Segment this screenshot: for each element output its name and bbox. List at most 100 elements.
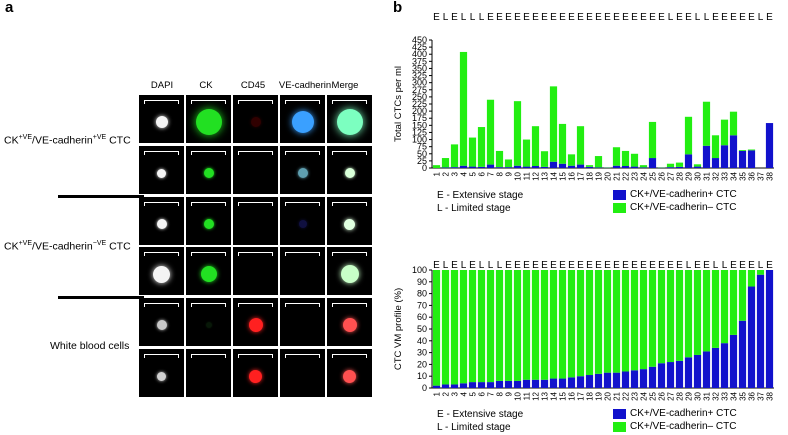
x-tick-label: 17 bbox=[577, 391, 586, 400]
bar-negative bbox=[432, 165, 441, 168]
x-tick-label: 33 bbox=[721, 391, 730, 400]
scale-bar bbox=[191, 252, 226, 256]
bar-positive bbox=[504, 380, 513, 388]
cell-stain bbox=[157, 371, 166, 381]
scale-bar bbox=[285, 303, 320, 307]
x-tick-label: 29 bbox=[685, 391, 694, 400]
micrograph-tile: 20 μm bbox=[233, 95, 278, 143]
x-tick-label: 27 bbox=[667, 171, 676, 180]
stage-letter: E bbox=[451, 260, 458, 271]
bar-negative bbox=[459, 51, 468, 166]
x-tick-label: 15 bbox=[559, 391, 568, 400]
bar-positive bbox=[576, 376, 585, 388]
bar-negative bbox=[522, 270, 531, 380]
bar-positive bbox=[513, 380, 522, 388]
stage-letter: E bbox=[451, 12, 458, 23]
x-tick-label: 18 bbox=[586, 391, 595, 400]
bar-positive bbox=[720, 343, 729, 388]
x-tick-label: 9 bbox=[505, 171, 514, 176]
x-tick-label: 27 bbox=[667, 391, 676, 400]
stage-letter: E bbox=[595, 260, 602, 271]
stage-letter: L bbox=[479, 12, 485, 23]
cell-stain bbox=[298, 220, 307, 228]
bar-negative bbox=[549, 86, 558, 162]
bar-negative bbox=[504, 270, 513, 381]
group-divider bbox=[58, 296, 144, 299]
x-tick-label: 21 bbox=[613, 391, 622, 400]
y-tick-label: 225 bbox=[412, 99, 427, 109]
stage-letter: L bbox=[668, 12, 674, 23]
x-tick-label: 4 bbox=[460, 391, 469, 396]
cell-stain bbox=[153, 265, 170, 283]
bar-positive bbox=[477, 382, 486, 388]
micrograph-tile: 20 μm bbox=[186, 146, 231, 194]
x-tick-label: 10 bbox=[514, 171, 523, 180]
x-tick-label: 30 bbox=[694, 391, 703, 400]
bar-negative bbox=[693, 164, 702, 167]
stage-letter: E bbox=[586, 12, 593, 23]
bar-negative bbox=[450, 270, 459, 385]
stage-letter: L bbox=[704, 12, 710, 23]
bar-positive bbox=[486, 164, 495, 168]
bar-positive bbox=[693, 354, 702, 388]
y-tick-label: 80 bbox=[417, 289, 427, 299]
stage-letter: L bbox=[461, 12, 467, 23]
y-tick-label: 100 bbox=[412, 265, 427, 275]
x-tick-label: 13 bbox=[541, 391, 550, 400]
scale-bar bbox=[285, 100, 320, 104]
micrograph-tile: 20 μm bbox=[139, 298, 184, 346]
stage-letter: E bbox=[541, 260, 548, 271]
bar-positive bbox=[585, 166, 594, 168]
scale-bar bbox=[285, 151, 320, 155]
group-label-ve-positive: CK+VE/VE-cadherin+VE CTC bbox=[4, 134, 131, 147]
scale-bar bbox=[238, 303, 273, 307]
bar-positive bbox=[612, 165, 621, 168]
group-divider bbox=[58, 195, 144, 198]
x-tick-label: 5 bbox=[469, 391, 478, 396]
bar-positive bbox=[531, 379, 540, 388]
bar-positive bbox=[504, 167, 513, 168]
micrograph-tile: 20 μm bbox=[233, 349, 278, 397]
x-tick-label: 3 bbox=[451, 171, 460, 176]
stage-letter: E bbox=[568, 12, 575, 23]
legend-label-negative: CK+/VE-cadherin– CTC bbox=[630, 421, 737, 432]
stage-letter: E bbox=[766, 12, 773, 23]
bar-negative bbox=[729, 111, 738, 136]
bar-positive bbox=[693, 166, 702, 168]
stage-letter: E bbox=[433, 12, 440, 23]
scale-bar bbox=[191, 303, 226, 307]
stage-letter: E bbox=[577, 12, 584, 23]
bar-negative bbox=[441, 270, 450, 385]
x-tick-label: 31 bbox=[703, 391, 712, 400]
x-tick-label: 35 bbox=[739, 391, 748, 400]
bar-negative bbox=[585, 270, 594, 376]
stage-letter: E bbox=[613, 260, 620, 271]
stage-letter: L bbox=[470, 12, 476, 23]
x-tick-label: 20 bbox=[604, 391, 613, 400]
scale-bar bbox=[191, 354, 226, 358]
bar-negative bbox=[738, 150, 747, 151]
x-tick-label: 6 bbox=[478, 171, 487, 176]
scale-bar bbox=[285, 354, 320, 358]
x-tick-label: 31 bbox=[703, 171, 712, 180]
bar-positive bbox=[729, 135, 738, 168]
cell-stain bbox=[340, 265, 359, 283]
y-tick-label: 70 bbox=[417, 300, 427, 310]
bar-negative bbox=[522, 139, 531, 167]
bar-negative bbox=[459, 270, 468, 384]
scale-bar bbox=[238, 252, 273, 256]
stage-letter: E bbox=[586, 260, 593, 271]
bar-positive bbox=[711, 158, 720, 168]
cell-stain bbox=[203, 219, 214, 229]
column-header-ck: CK bbox=[199, 80, 213, 91]
bar-positive bbox=[603, 372, 612, 388]
stage-letter: E bbox=[514, 260, 521, 271]
scale-bar bbox=[144, 303, 179, 307]
bar-negative bbox=[684, 270, 693, 358]
bar-positive bbox=[639, 369, 648, 388]
stage-letter: E bbox=[496, 12, 503, 23]
cell-stain bbox=[156, 320, 167, 330]
micrograph-tile: 20 μm bbox=[280, 146, 325, 194]
x-tick-label: 26 bbox=[658, 171, 667, 180]
x-tick-label: 22 bbox=[622, 171, 631, 180]
